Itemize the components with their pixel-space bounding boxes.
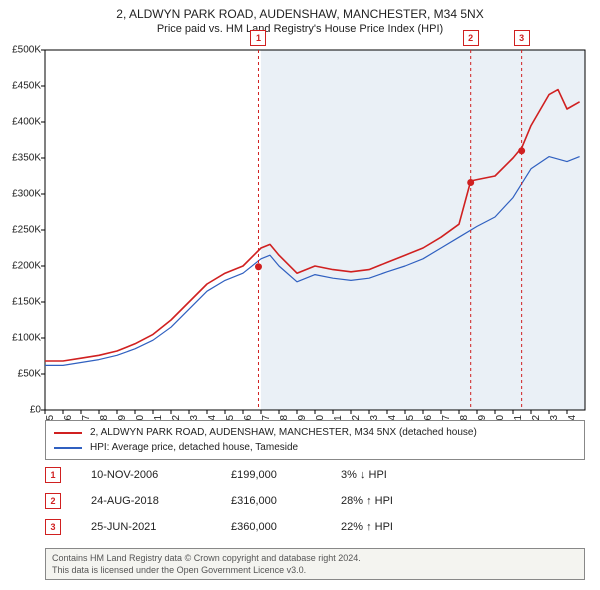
chart-sale-marker: 1 xyxy=(250,30,266,46)
sale-marker-icon: 2 xyxy=(45,493,61,509)
legend-label: 2, ALDWYN PARK ROAD, AUDENSHAW, MANCHEST… xyxy=(90,425,477,440)
sale-row: 1 10-NOV-2006 £199,000 3% ↓ HPI xyxy=(45,462,585,488)
chart-sale-marker: 2 xyxy=(463,30,479,46)
sale-hpi-diff: 3% ↓ HPI xyxy=(341,469,481,481)
chart-sale-marker: 3 xyxy=(514,30,530,46)
y-tick-label: £500K xyxy=(12,45,41,56)
sale-marker-icon: 1 xyxy=(45,467,61,483)
attribution-footer: Contains HM Land Registry data © Crown c… xyxy=(45,548,585,580)
legend-item: 2, ALDWYN PARK ROAD, AUDENSHAW, MANCHEST… xyxy=(54,425,576,440)
legend-swatch xyxy=(54,447,82,449)
y-tick-label: £150K xyxy=(12,297,41,308)
sales-table: 1 10-NOV-2006 £199,000 3% ↓ HPI 2 24-AUG… xyxy=(45,462,585,540)
title-line2: Price paid vs. HM Land Registry's House … xyxy=(0,22,600,37)
sale-hpi-diff: 28% ↑ HPI xyxy=(341,495,481,507)
y-tick-label: £0 xyxy=(30,405,41,416)
sale-price: £316,000 xyxy=(231,495,341,507)
sale-date: 25-JUN-2021 xyxy=(91,521,231,533)
y-tick-label: £50K xyxy=(18,369,41,380)
y-tick-label: £100K xyxy=(12,333,41,344)
chart-title: 2, ALDWYN PARK ROAD, AUDENSHAW, MANCHEST… xyxy=(0,0,600,37)
legend: 2, ALDWYN PARK ROAD, AUDENSHAW, MANCHEST… xyxy=(45,420,585,460)
sale-date: 24-AUG-2018 xyxy=(91,495,231,507)
footer-line1: Contains HM Land Registry data © Crown c… xyxy=(52,552,578,564)
y-tick-label: £200K xyxy=(12,261,41,272)
title-line1: 2, ALDWYN PARK ROAD, AUDENSHAW, MANCHEST… xyxy=(0,6,600,22)
legend-item: HPI: Average price, detached house, Tame… xyxy=(54,440,576,455)
y-tick-label: £300K xyxy=(12,189,41,200)
y-tick-label: £450K xyxy=(12,81,41,92)
sale-row: 3 25-JUN-2021 £360,000 22% ↑ HPI xyxy=(45,514,585,540)
y-tick-label: £250K xyxy=(12,225,41,236)
legend-swatch xyxy=(54,432,82,434)
sale-row: 2 24-AUG-2018 £316,000 28% ↑ HPI xyxy=(45,488,585,514)
sale-marker-icon: 3 xyxy=(45,519,61,535)
sale-hpi-diff: 22% ↑ HPI xyxy=(341,521,481,533)
legend-label: HPI: Average price, detached house, Tame… xyxy=(90,440,298,455)
price-chart: £0£50K£100K£150K£200K£250K£300K£350K£400… xyxy=(45,50,585,410)
sale-price: £199,000 xyxy=(231,469,341,481)
y-tick-label: £400K xyxy=(12,117,41,128)
sale-price: £360,000 xyxy=(231,521,341,533)
footer-line2: This data is licensed under the Open Gov… xyxy=(52,564,578,576)
y-tick-label: £350K xyxy=(12,153,41,164)
sale-date: 10-NOV-2006 xyxy=(91,469,231,481)
